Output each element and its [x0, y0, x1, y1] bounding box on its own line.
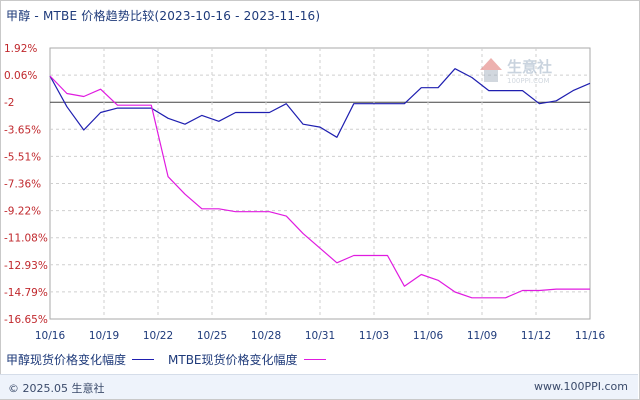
chart-title: 甲醇 - MTBE 价格趋势比较(2023-10-16 - 2023-11-16…	[6, 9, 321, 23]
x-axis-labels: 10/16 10/19 10/22 10/25 10/28 10/31 11/03 11/06…	[35, 330, 606, 342]
watermark-subtext: 100PPI.COM	[507, 77, 550, 85]
footer-site-link[interactable]: www.100PPI.com	[534, 380, 628, 393]
footer-copyright: © 2025.05 生意社	[8, 382, 105, 395]
y-tick-label: -12.93%	[4, 260, 48, 272]
series-line-mtbe	[49, 75, 590, 299]
y-axis-labels: 1.92% 0.06% -2 -3.65% -5.51% -7.36% -9.22% -11.…	[4, 43, 48, 326]
house-roof-icon	[480, 58, 502, 70]
legend-label-mtbe: MTBE现货价格变化幅度	[168, 353, 298, 367]
y-tick-label: 0.06%	[4, 70, 37, 82]
y-tick-label: -7.36%	[4, 179, 41, 191]
x-tick-label: 11/09	[467, 330, 497, 342]
x-tick-label: 10/19	[89, 330, 119, 342]
series-lines	[49, 68, 591, 299]
grid-lines	[49, 47, 591, 320]
x-tick-label: 10/25	[197, 330, 227, 342]
legend-label-methanol: 甲醇现货价格变化幅度	[6, 353, 127, 367]
legend-item-mtbe: MTBE现货价格变化幅度	[168, 351, 326, 368]
legend-swatch-mtbe	[303, 359, 326, 360]
series-line-methanol	[49, 68, 591, 138]
y-tick-label: -5.51%	[4, 151, 41, 163]
y-tick-label: -14.79%	[4, 287, 48, 299]
y-tick-label: -16.65%	[4, 314, 48, 326]
x-tick-label: 10/22	[143, 330, 173, 342]
legend-swatch-methanol	[132, 359, 155, 360]
y-tick-label: 1.92%	[4, 43, 37, 55]
x-tick-label: 11/16	[575, 330, 606, 342]
x-tick-label: 11/12	[521, 330, 551, 342]
y-tick-label: -3.65%	[4, 124, 41, 136]
x-tick-label: 11/06	[413, 330, 444, 342]
x-tick-label: 11/03	[359, 330, 389, 342]
x-tick-label: 10/31	[305, 330, 335, 342]
x-tick-label: 10/28	[251, 330, 281, 342]
y-tick-label: -11.08%	[4, 233, 48, 245]
x-tick-label: 10/16	[35, 330, 66, 342]
legend: 甲醇现货价格变化幅度 MTBE现货价格变化幅度	[6, 351, 340, 368]
y-tick-label: -2	[4, 97, 14, 109]
footer-bar: © 2025.05 生意社 www.100PPI.com	[0, 374, 638, 399]
y-tick-label: -9.22%	[4, 206, 41, 218]
house-body-icon	[484, 70, 498, 82]
watermark-text: 生意社	[507, 58, 552, 76]
watermark-logo: 生意社 100PPI.COM	[480, 58, 552, 85]
legend-item-methanol: 甲醇现货价格变化幅度	[6, 351, 155, 368]
